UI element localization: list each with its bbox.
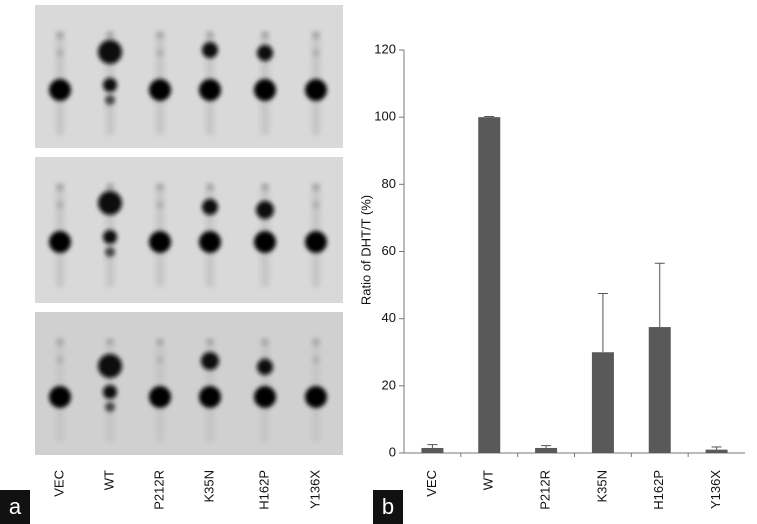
lane-label: K35N bbox=[201, 470, 216, 503]
bar bbox=[705, 449, 728, 453]
error-bar bbox=[541, 445, 552, 448]
faint-spot bbox=[156, 338, 164, 346]
lane-label: H162P bbox=[256, 470, 271, 510]
y-tick-label: 100 bbox=[374, 109, 396, 124]
faint-spot bbox=[312, 356, 320, 364]
x-tick-label: WT bbox=[481, 470, 496, 490]
spot bbox=[49, 386, 71, 408]
panel-label-box bbox=[0, 490, 30, 524]
blot bbox=[35, 157, 343, 303]
spot bbox=[98, 354, 122, 378]
faint-spot bbox=[312, 183, 320, 191]
spot bbox=[254, 79, 276, 101]
spot bbox=[305, 79, 327, 101]
faint-spot bbox=[56, 338, 64, 346]
spot bbox=[254, 386, 276, 408]
spot bbox=[199, 79, 221, 101]
blot bbox=[35, 312, 343, 455]
faint-spot bbox=[206, 31, 214, 39]
spot bbox=[149, 231, 171, 253]
faint-spot bbox=[56, 49, 64, 57]
y-tick-label: 60 bbox=[382, 243, 396, 258]
faint-spot bbox=[312, 201, 320, 209]
gel-panel bbox=[35, 5, 343, 455]
y-tick-label: 40 bbox=[382, 310, 396, 325]
faint-spot bbox=[312, 338, 320, 346]
y-axis-label: Ratio of DHT/T (%) bbox=[358, 195, 373, 305]
spot bbox=[201, 352, 219, 370]
bar bbox=[648, 327, 671, 453]
y-tick-label: 80 bbox=[382, 176, 396, 191]
faint-spot bbox=[206, 338, 214, 346]
y-tick-label: 120 bbox=[374, 41, 396, 56]
spot bbox=[103, 385, 117, 399]
bar bbox=[535, 447, 558, 453]
x-tick-label: VEC bbox=[424, 470, 439, 497]
x-tick-label: K35N bbox=[594, 470, 609, 503]
spot bbox=[305, 386, 327, 408]
spot bbox=[105, 247, 115, 257]
spot bbox=[103, 78, 117, 92]
faint-spot bbox=[206, 183, 214, 191]
spot bbox=[98, 191, 122, 215]
spot bbox=[105, 402, 115, 412]
error-bar bbox=[484, 115, 495, 118]
lane-label: Y136X bbox=[307, 470, 322, 509]
faint-spot bbox=[156, 201, 164, 209]
spot bbox=[202, 42, 218, 58]
lane-label: P212R bbox=[151, 470, 166, 510]
spot bbox=[149, 79, 171, 101]
spot bbox=[202, 199, 218, 215]
bar bbox=[591, 352, 614, 453]
faint-spot bbox=[156, 356, 164, 364]
spot bbox=[149, 386, 171, 408]
faint-spot bbox=[56, 201, 64, 209]
panel-label: b bbox=[382, 494, 394, 519]
x-tick-label: P212R bbox=[538, 470, 553, 510]
faint-spot bbox=[106, 338, 114, 346]
faint-spot bbox=[261, 338, 269, 346]
spot bbox=[199, 231, 221, 253]
faint-spot bbox=[106, 31, 114, 39]
y-tick-label: 0 bbox=[389, 444, 396, 459]
faint-spot bbox=[261, 31, 269, 39]
spot bbox=[257, 359, 273, 375]
y-tick-label: 20 bbox=[382, 377, 396, 392]
faint-spot bbox=[156, 31, 164, 39]
error-bar bbox=[427, 444, 438, 448]
spot bbox=[254, 231, 276, 253]
faint-spot bbox=[56, 183, 64, 191]
spot bbox=[105, 95, 115, 105]
spot bbox=[98, 40, 122, 64]
x-tick-label: H162P bbox=[651, 470, 666, 510]
bar bbox=[421, 447, 444, 453]
spot bbox=[305, 231, 327, 253]
spot bbox=[103, 230, 117, 244]
x-tick-label: Y136X bbox=[708, 470, 723, 509]
error-bar bbox=[597, 292, 608, 353]
faint-spot bbox=[312, 49, 320, 57]
faint-spot bbox=[156, 49, 164, 57]
spot bbox=[256, 201, 274, 219]
panel-label: a bbox=[9, 494, 22, 519]
lane-label: WT bbox=[101, 470, 116, 490]
error-bar bbox=[654, 262, 665, 328]
faint-spot bbox=[106, 183, 114, 191]
faint-spot bbox=[261, 183, 269, 191]
blot bbox=[35, 5, 343, 148]
spot bbox=[49, 79, 71, 101]
faint-spot bbox=[56, 31, 64, 39]
error-bar bbox=[711, 446, 722, 450]
faint-spot bbox=[312, 31, 320, 39]
faint-spot bbox=[56, 356, 64, 364]
lane-label: VEC bbox=[51, 470, 66, 497]
faint-spot bbox=[156, 183, 164, 191]
bar bbox=[478, 117, 501, 454]
panel-label-box bbox=[373, 490, 403, 524]
spot bbox=[49, 231, 71, 253]
spot bbox=[199, 386, 221, 408]
spot bbox=[257, 45, 273, 61]
